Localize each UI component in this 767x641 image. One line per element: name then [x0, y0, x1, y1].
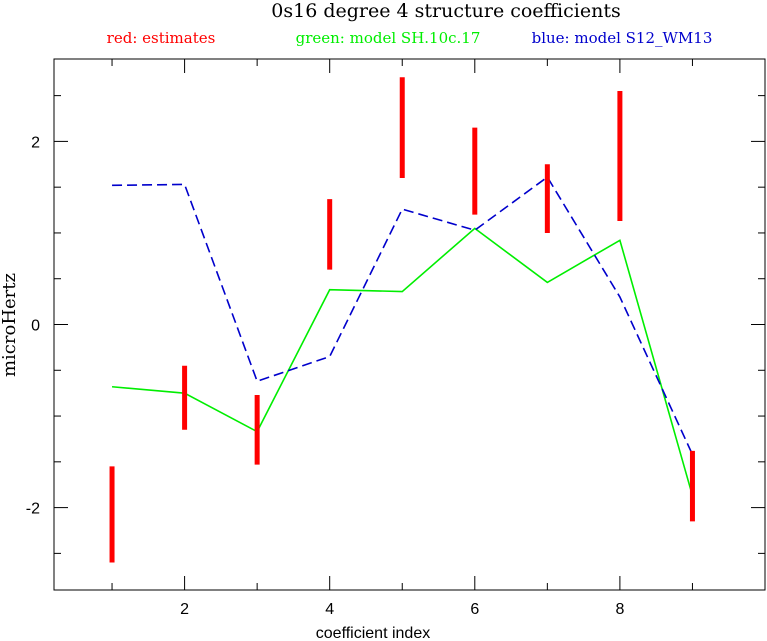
x-tick-label-2: 2 — [180, 601, 189, 618]
legend-model-sh10c17: green: model SH.10c.17 — [296, 29, 481, 47]
y-axis-title: microHertz — [0, 273, 20, 377]
series-lines — [111, 175, 694, 496]
x-tick-label-6: 6 — [470, 601, 479, 618]
x-tick-label-4: 4 — [325, 601, 334, 618]
tick-labels: 2 4 6 8 -2 0 2 — [26, 134, 625, 618]
estimate-bars — [109, 77, 695, 563]
series-line-sh10c17 — [111, 227, 694, 496]
y-tick-label-neg2: -2 — [26, 501, 40, 518]
legend-estimates: red: estimates — [107, 29, 216, 47]
series-line-s12wm13 — [112, 175, 694, 455]
axis-ticks — [54, 59, 765, 590]
legend-model-s12wm13: blue: model S12_WM13 — [532, 29, 713, 47]
chart-title: 0s16 degree 4 structure coefficients — [271, 0, 620, 22]
x-tick-label-8: 8 — [615, 601, 624, 618]
plot-frame — [53, 58, 766, 591]
x-axis-title: coefficient index — [316, 625, 430, 641]
y-tick-label-2: 2 — [31, 134, 40, 151]
y-tick-label-0: 0 — [31, 318, 40, 335]
